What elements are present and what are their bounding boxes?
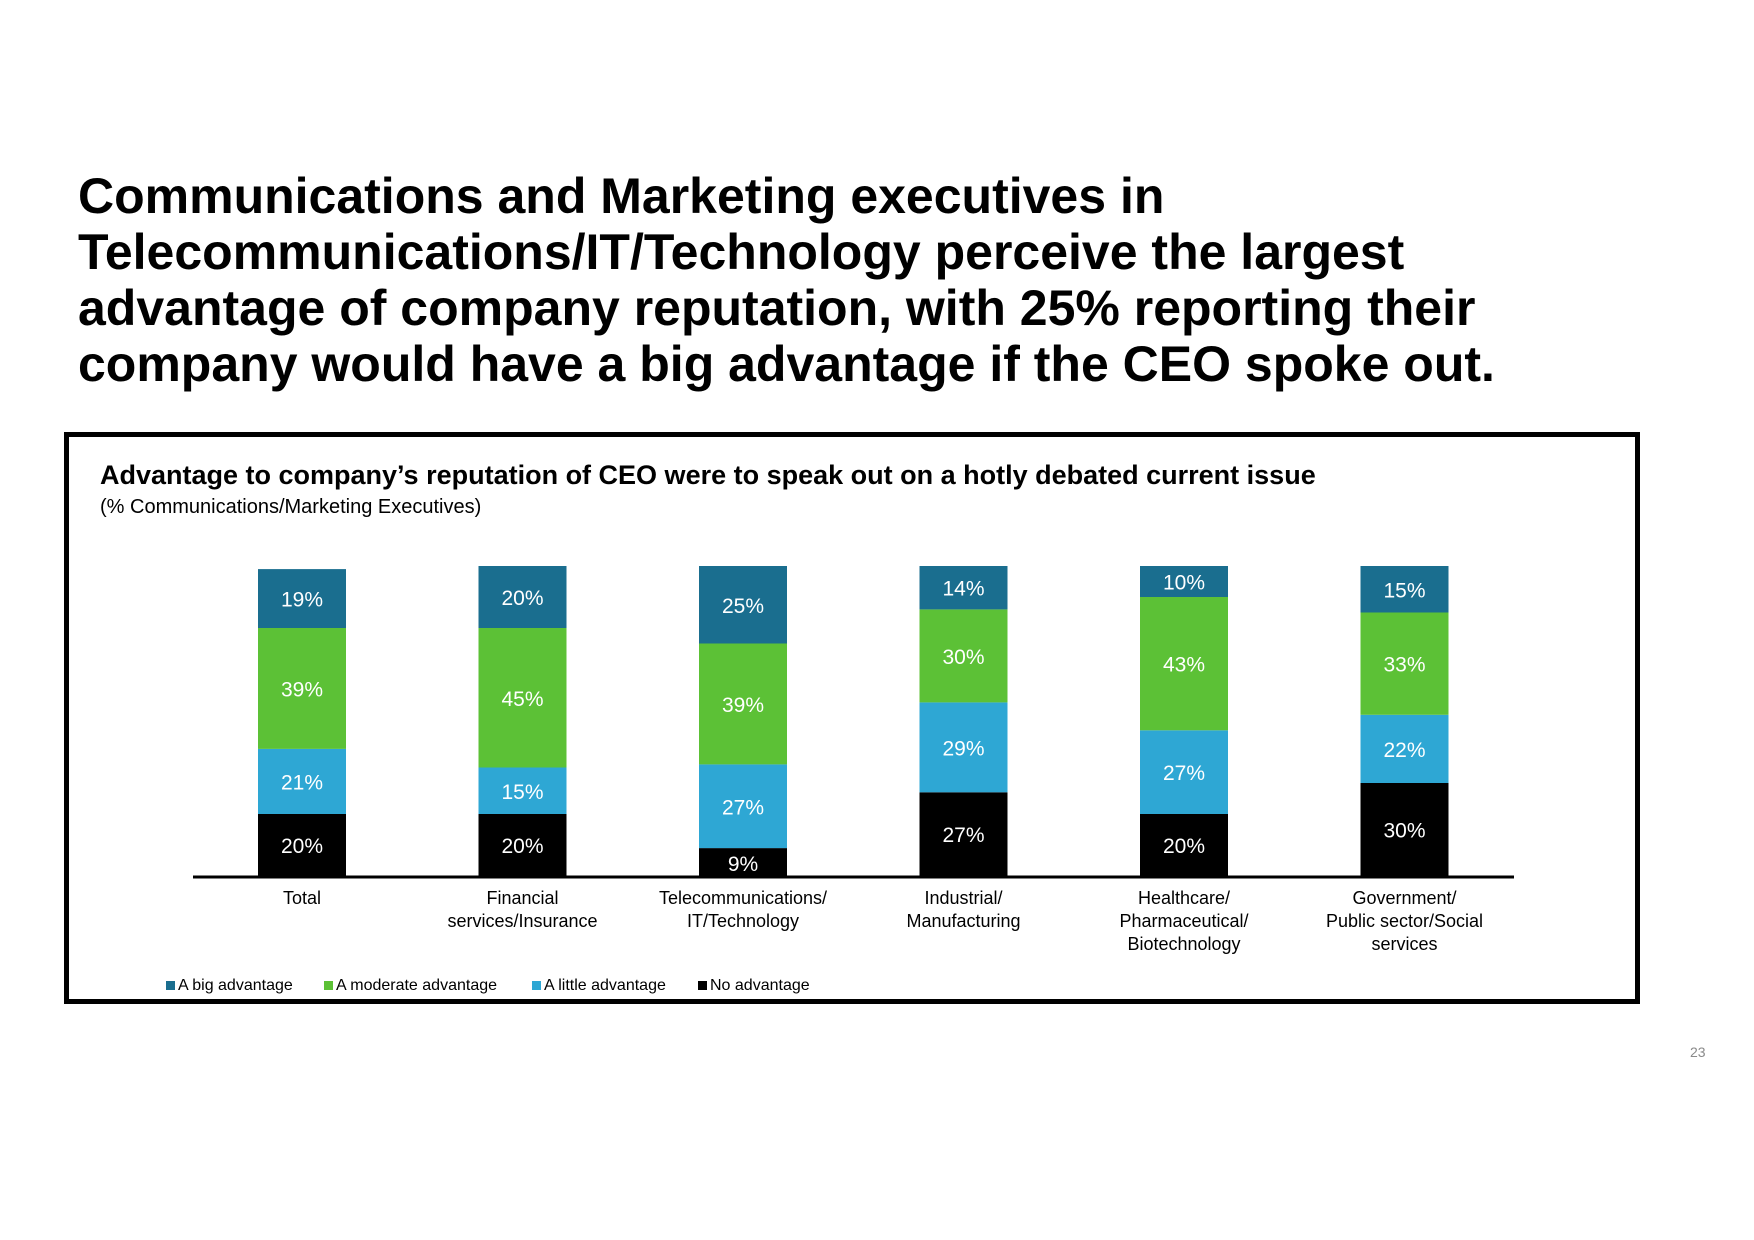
data-label: 20% (501, 587, 543, 610)
category-label: Pharmaceutical/ (1119, 911, 1248, 931)
bar-segment-big (919, 566, 1008, 610)
data-label: 21% (281, 771, 323, 794)
legend-label: A moderate advantage (336, 977, 497, 994)
legend-label: No advantage (710, 977, 810, 994)
bar-segment-big (699, 566, 787, 644)
legend-swatch-moderate (324, 981, 333, 990)
category-label: Government/ (1352, 888, 1456, 908)
chart-frame (64, 432, 1640, 1004)
headline-line: Communications and Marketing executives … (78, 168, 1165, 224)
category-label: IT/Technology (687, 911, 799, 931)
category-label: Telecommunications/ (659, 888, 827, 908)
legend-label: A little advantage (544, 977, 666, 994)
data-label: 22% (1383, 739, 1425, 762)
bar-segment-moderate (699, 643, 787, 765)
data-label: 39% (281, 678, 323, 701)
legend-swatch-little (532, 981, 541, 990)
headline-line: advantage of company reputation, with 25… (78, 280, 1476, 336)
category-label: Financial (486, 888, 558, 908)
category-label: services (1371, 934, 1437, 954)
category-label: Healthcare/ (1138, 888, 1230, 908)
headline: Communications and Marketing executives … (78, 168, 1578, 392)
data-label: 20% (1163, 835, 1205, 858)
category-label: services/Insurance (447, 911, 597, 931)
data-label: 20% (281, 835, 323, 858)
data-label: 30% (942, 646, 984, 669)
chart-subtitle: (% Communications/Marketing Executives) (100, 496, 482, 518)
bar-segment-moderate (258, 628, 346, 749)
bar-segment-little (1140, 730, 1228, 814)
bar-segment-little (478, 767, 567, 814)
legend-label: A big advantage (178, 977, 293, 994)
data-label: 19% (281, 589, 323, 612)
data-label: 20% (501, 835, 543, 858)
headline-line: company would have a big advantage if th… (78, 336, 1495, 392)
bar-segment-big (258, 569, 346, 628)
data-label: 29% (942, 737, 984, 760)
bar-segment-little (919, 702, 1008, 793)
data-label: 15% (501, 781, 543, 804)
bar-segment-little (1360, 714, 1449, 783)
bar-segment-moderate (1360, 612, 1449, 715)
data-label: 10% (1163, 572, 1205, 595)
bar-segment-big (1360, 566, 1449, 613)
bar-segment-moderate (478, 628, 567, 768)
bar-segment-none (699, 848, 787, 876)
data-label: 27% (1163, 762, 1205, 785)
category-label: Manufacturing (906, 911, 1020, 931)
category-label: Total (283, 888, 321, 908)
data-label: 14% (942, 578, 984, 601)
page-number: 23 (1690, 1044, 1706, 1060)
data-label: 30% (1383, 820, 1425, 843)
bar-segment-little (258, 748, 346, 814)
category-label: Public sector/Social (1326, 911, 1483, 931)
data-label: 33% (1383, 654, 1425, 677)
data-label: 25% (722, 595, 764, 618)
data-label: 9% (728, 853, 758, 876)
legend-swatch-none (698, 981, 707, 990)
bar-segment-big (1140, 566, 1228, 597)
bar-segment-none (258, 814, 346, 876)
bar-segment-none (1140, 814, 1228, 876)
headline-line: Telecommunications/IT/Technology perceiv… (78, 224, 1405, 280)
category-label: Industrial/ (924, 888, 1002, 908)
bar-segment-big (478, 566, 567, 628)
bar-segment-none (478, 814, 567, 876)
data-label: 43% (1163, 654, 1205, 677)
data-label: 27% (722, 796, 764, 819)
data-label: 39% (722, 694, 764, 717)
bar-segment-little (699, 764, 787, 849)
chart-title: Advantage to company’s reputation of CEO… (100, 460, 1316, 490)
bar-segment-moderate (1140, 597, 1228, 731)
legend-swatch-big (166, 981, 175, 990)
bar-segment-none (919, 792, 1008, 876)
data-label: 45% (501, 688, 543, 711)
data-label: 27% (942, 824, 984, 847)
data-label: 15% (1383, 579, 1425, 602)
bar-segment-none (1360, 783, 1449, 876)
category-label: Biotechnology (1127, 934, 1240, 954)
bar-segment-moderate (919, 609, 1008, 703)
